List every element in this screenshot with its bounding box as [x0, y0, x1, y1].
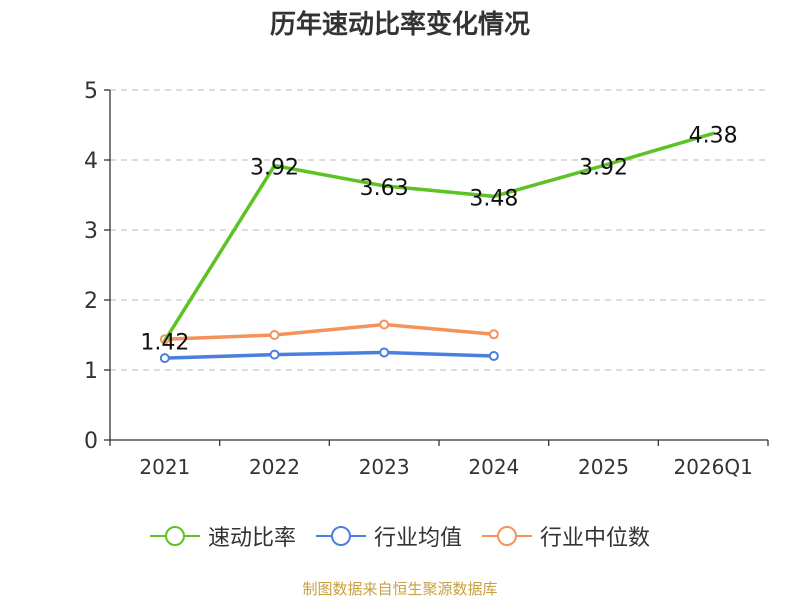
- legend-item-quick-ratio[interactable]: 速动比率: [149, 520, 296, 552]
- legend-label: 行业均值: [373, 526, 462, 551]
- data-label: 4.38: [689, 123, 738, 148]
- data-label: 1.42: [140, 331, 189, 356]
- series-line: [163, 350, 496, 360]
- legend-item-industry-mean[interactable]: 行业均值: [315, 520, 462, 552]
- x-tick-label: 2024: [468, 455, 519, 479]
- legend: 速动比率 行业均值 行业中位数: [0, 520, 800, 552]
- data-point[interactable]: [159, 353, 170, 364]
- data-label: 3.48: [469, 186, 518, 211]
- legend-item-industry-median[interactable]: 行业中位数: [482, 520, 650, 552]
- data-point[interactable]: [488, 329, 499, 340]
- legend-line-icon: [482, 526, 532, 546]
- y-tick-label: 0: [84, 429, 98, 454]
- y-tick-label: 2: [84, 289, 98, 314]
- data-point[interactable]: [269, 349, 280, 360]
- y-tick-label: 5: [84, 79, 98, 104]
- data-label: 3.63: [360, 176, 409, 201]
- y-tick-label: 1: [84, 359, 98, 384]
- x-tick-label: 2025: [578, 455, 629, 479]
- y-tick-label: 3: [84, 219, 98, 244]
- y-tick-label: 4: [84, 149, 98, 174]
- chart-source: 制图数据来自恒生聚源数据库: [302, 580, 498, 598]
- series-line: [163, 322, 496, 341]
- data-point[interactable]: [269, 330, 280, 340]
- data-point[interactable]: [379, 347, 390, 358]
- chart-title: 历年速动比率变化情况: [269, 10, 530, 40]
- data-point[interactable]: [488, 351, 499, 361]
- legend-label: 行业中位数: [540, 526, 651, 551]
- data-label: 3.92: [250, 156, 299, 181]
- data-point[interactable]: [379, 319, 390, 330]
- data-label: 3.92: [579, 156, 628, 181]
- legend-line-icon: [315, 526, 366, 546]
- x-tick-label: 2022: [249, 455, 300, 479]
- legend-label: 速动比率: [207, 526, 296, 551]
- x-tick-label: 2023: [359, 455, 410, 479]
- series-line: [163, 131, 715, 343]
- x-tick-label: 2026Q1: [673, 455, 752, 479]
- x-tick-label: 2021: [139, 455, 190, 479]
- legend-line-icon: [149, 526, 200, 546]
